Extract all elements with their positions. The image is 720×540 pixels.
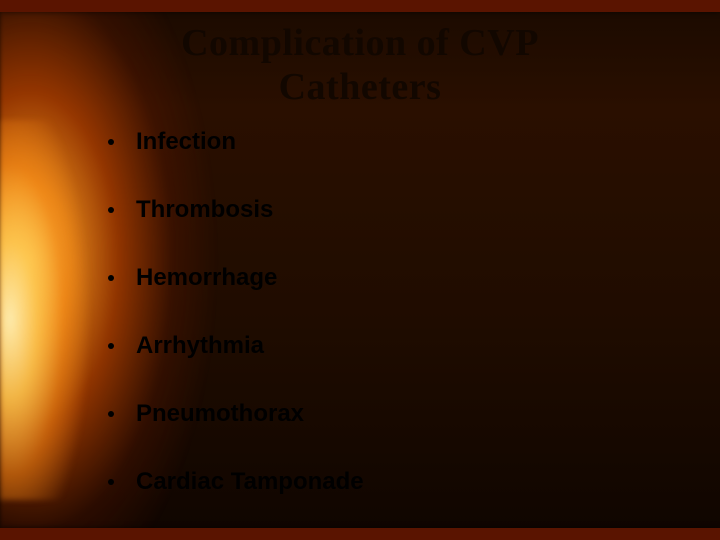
list-item: Thrombosis [108, 196, 628, 224]
bullet-dot-icon [108, 411, 114, 417]
bullet-dot-icon [108, 343, 114, 349]
list-item: Arrhythmia [108, 332, 628, 360]
bullet-dot-icon [108, 139, 114, 145]
slide-title: Complication of CVP Catheters [0, 22, 720, 109]
title-line-2: Catheters [279, 66, 442, 108]
top-bar [0, 0, 720, 12]
list-item: Infection [108, 128, 628, 156]
list-item: Hemorrhage [108, 264, 628, 292]
bullet-text: Infection [136, 128, 236, 156]
bullet-text: Hemorrhage [136, 264, 277, 292]
bullet-dot-icon [108, 479, 114, 485]
bullet-text: Arrhythmia [136, 332, 264, 360]
bullet-text: Cardiac Tamponade [136, 468, 364, 496]
bullet-dot-icon [108, 207, 114, 213]
list-item: Pneumothorax [108, 400, 628, 428]
slide: Complication of CVP Catheters Infection … [0, 0, 720, 540]
bullet-dot-icon [108, 275, 114, 281]
title-line-1: Complication of CVP [181, 22, 539, 64]
background-hotspot [0, 120, 90, 500]
bullet-text: Thrombosis [136, 196, 273, 224]
bullet-text: Pneumothorax [136, 400, 304, 428]
bullet-list: Infection Thrombosis Hemorrhage Arrhythm… [108, 128, 628, 536]
list-item: Cardiac Tamponade [108, 468, 628, 496]
